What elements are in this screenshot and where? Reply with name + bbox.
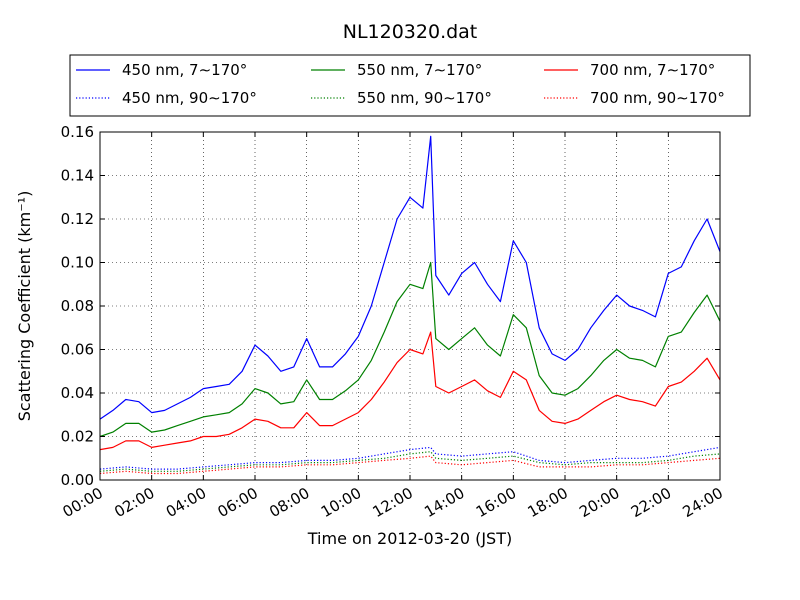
legend: 450 nm, 7∼170° 550 nm, 7∼170° 700 nm, 7∼17… [69, 54, 751, 117]
y-tick-label: 0.16 [61, 123, 94, 141]
x-tick-label: 12:00 [370, 484, 416, 521]
x-tick-label: 04:00 [163, 484, 209, 521]
x-tick-label: 22:00 [628, 484, 674, 521]
x-tick-label: 06:00 [215, 484, 261, 521]
y-tick-label: 0.10 [61, 254, 94, 272]
y-tick-label: 0.14 [61, 167, 94, 185]
series-line-3 [99, 331, 721, 451]
x-tick-label: 02:00 [111, 484, 157, 521]
legend-label: 700 nm, 90∼170° [590, 89, 725, 107]
series-layer [99, 135, 721, 475]
y-tick-label: 0.08 [61, 297, 94, 315]
legend-label: 700 nm, 7∼170° [590, 61, 715, 79]
x-axis-label: Time on 2012-03-20 (JST) [307, 529, 512, 548]
y-tick-label: 0.06 [61, 341, 94, 359]
chart-title: NL120320.dat [343, 21, 478, 43]
legend-box [69, 54, 751, 117]
legend-label: 550 nm, 90∼170° [357, 89, 492, 107]
ticks: 00:00 02:00 04:00 06:00 08:00 10:00 12:00 14:00… [60, 123, 726, 521]
y-tick-label: 0.00 [61, 471, 94, 489]
series-line-2 [99, 261, 721, 438]
y-tick-label: 0.04 [61, 384, 94, 402]
series-line-4 [99, 446, 721, 470]
x-tick-label: 14:00 [421, 484, 467, 521]
series-line-1 [99, 135, 721, 420]
grid [100, 132, 720, 480]
y-tick-label: 0.12 [61, 210, 94, 228]
legend-label: 450 nm, 90∼170° [122, 89, 257, 107]
legend-label: 450 nm, 7∼170° [122, 61, 247, 79]
y-tick-label: 0.02 [61, 428, 94, 446]
legend-label: 550 nm, 7∼170° [357, 61, 482, 79]
x-tick-label: 00:00 [60, 484, 106, 521]
x-tick-label: 16:00 [473, 484, 519, 521]
x-tick-label: 10:00 [318, 484, 364, 521]
x-tick-label: 20:00 [576, 484, 622, 521]
y-axis-label: Scattering Coefficient (km⁻¹) [15, 191, 34, 422]
x-tick-label: 08:00 [266, 484, 312, 521]
x-tick-label: 24:00 [680, 484, 726, 521]
x-tick-label: 18:00 [525, 484, 571, 521]
